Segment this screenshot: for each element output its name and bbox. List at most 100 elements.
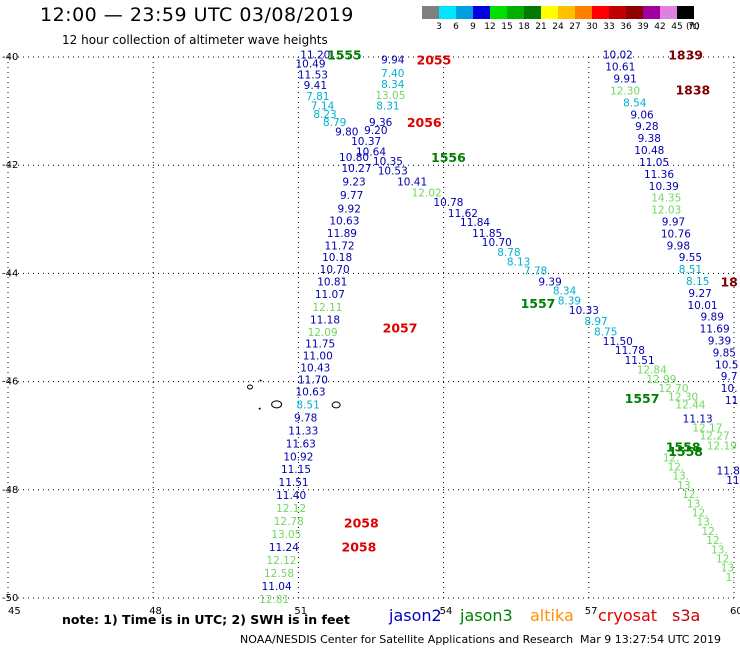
pass-number-2058: 2058: [342, 540, 377, 555]
swh-value: 11.05: [639, 157, 669, 169]
swh-value: 10.02: [603, 49, 633, 61]
legend-cryosat: cryosat: [598, 606, 658, 625]
swh-value: 9.94: [381, 55, 405, 67]
lon-tick-60: 60: [730, 606, 740, 617]
swh-value: 11.24: [269, 542, 299, 554]
swh-value: 11.42: [726, 475, 740, 487]
swh-value: 8.34: [381, 79, 405, 91]
swh-value: 9.38: [638, 133, 661, 145]
lat-tick--48: -48: [2, 485, 18, 496]
scale-label-9: 9: [470, 22, 476, 32]
swh-value: 10.33: [569, 305, 599, 317]
scale-swatch-70: [677, 6, 694, 19]
swh-value: 7.14: [311, 101, 335, 113]
island-possession: [271, 400, 283, 409]
swh-value: 14.35: [651, 193, 681, 205]
swh-value: 11.51: [279, 477, 309, 489]
swh-value: 10.63: [295, 386, 325, 398]
pass-number-2056: 2056: [407, 115, 442, 130]
pass-number-1558: 1558: [668, 444, 703, 459]
swh-value: 11.63: [286, 438, 316, 450]
scale-label-33: 33: [603, 22, 615, 32]
swh-value-tail: 12.: [663, 452, 680, 464]
swh-value-tail: 12.: [682, 489, 699, 501]
swh-value: 10.81: [317, 277, 347, 289]
scale-swatch-9: [456, 6, 473, 19]
scale-unit: (ft): [686, 22, 700, 32]
swh-value: 11.82: [717, 465, 740, 477]
swh-value: 10.92: [283, 451, 313, 463]
legend-s3a: s3a: [672, 606, 701, 625]
swh-value: 11.70: [298, 374, 328, 386]
swh-value: 7.78: [524, 266, 547, 278]
pass-number-1557: 1557: [625, 391, 660, 406]
scale-swatch-18: [507, 6, 524, 19]
scale-swatch-6: [439, 6, 456, 19]
swh-value: 12.84: [637, 365, 667, 377]
swh-value: 11.13: [683, 413, 713, 425]
scale-swatch-12: [473, 6, 490, 19]
scale-label-6: 6: [453, 22, 459, 32]
swh-value: 11.33: [288, 425, 318, 437]
swh-value: 9.06: [630, 109, 654, 121]
lat-tick--44: -44: [2, 268, 18, 279]
swh-value: 13.05: [375, 90, 405, 102]
scale-swatch-15: [490, 6, 507, 19]
swh-value: 12.02: [412, 187, 442, 199]
chart-subtitle: 12 hour collection of altimeter wave hei…: [62, 33, 328, 47]
scale-label-24: 24: [552, 22, 564, 32]
swh-value-tail: 13.: [677, 480, 694, 492]
swh-value: 10.70: [482, 237, 512, 249]
swh-value-tail: 13.: [687, 498, 704, 510]
lon-tick-54: 54: [440, 606, 453, 617]
swh-value: 9.55: [679, 252, 702, 264]
pass-number-2055: 2055: [417, 53, 452, 68]
swh-value: 12.17: [692, 423, 722, 435]
pass-number-1839: 1839: [668, 47, 703, 62]
swh-value-tail: 12.: [706, 535, 723, 547]
scale-swatch-21: [524, 6, 541, 19]
swh-value: 11.04: [262, 581, 292, 593]
swh-value-tail: 13.: [672, 471, 689, 483]
swh-value: 9.98: [667, 240, 690, 252]
swh-value: 11.84: [460, 217, 490, 229]
swh-value: 12.12: [266, 555, 296, 567]
swh-value: 8.31: [376, 101, 399, 113]
scale-label-45: 45: [671, 22, 683, 32]
swh-value: 10.41: [397, 176, 427, 188]
lon-tick-45: 45: [8, 606, 21, 617]
swh-value: 11.69: [700, 324, 730, 336]
swh-value: 8.51: [679, 264, 702, 276]
swh-value: 12.30: [668, 392, 698, 404]
swh-value: 9.91: [613, 74, 636, 86]
lat-tick--42: -42: [2, 160, 18, 171]
scale-label-12: 12: [484, 22, 496, 32]
pass-number-2057: 2057: [383, 321, 418, 336]
swh-value: 12.11: [312, 302, 342, 314]
swh-value-tail: 12.: [692, 508, 709, 520]
scale-swatch-27: [558, 6, 575, 19]
pass-number-1556: 1556: [431, 150, 466, 165]
swh-value: 11.62: [448, 208, 478, 220]
swh-value: 12.58: [264, 568, 294, 580]
scale-swatch-45: [660, 6, 677, 19]
swh-value: 12.99: [646, 374, 676, 386]
swh-value: 10.37: [351, 136, 381, 148]
swh-value: 8.78: [497, 247, 520, 259]
swh-value: 9.39: [708, 335, 731, 347]
swh-value: 9.41: [304, 80, 327, 92]
swh-value: 10.53: [378, 166, 408, 178]
scale-label-42: 42: [654, 22, 666, 32]
swh-value: 10.27: [341, 163, 371, 175]
units-note: note: 1) Time is in UTC; 2) SWH is in fe…: [62, 612, 350, 627]
swh-value: 8.39: [558, 295, 581, 307]
swh-value: 11.18: [310, 314, 340, 326]
swh-value: 9.23: [342, 176, 365, 188]
swh-value: 12.27: [700, 431, 730, 443]
swh-value: 12.70: [658, 383, 688, 395]
swh-value: 10.48: [634, 145, 664, 157]
swh-value: 11.50: [603, 336, 633, 348]
scale-label-39: 39: [637, 22, 649, 32]
swh-value: 9.27: [688, 288, 711, 300]
lat-tick--40: -40: [2, 52, 18, 63]
